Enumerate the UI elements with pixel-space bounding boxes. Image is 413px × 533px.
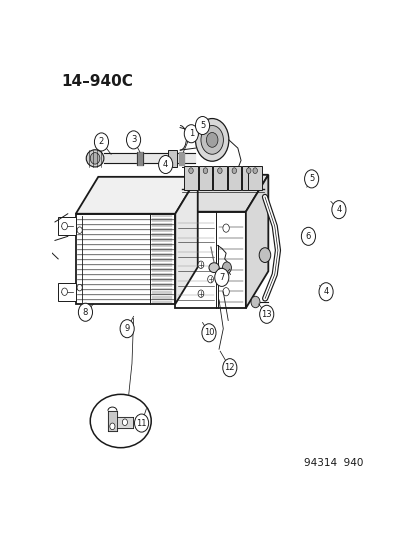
Circle shape [301, 227, 315, 245]
Text: 7: 7 [218, 273, 224, 282]
Text: 13: 13 [261, 310, 271, 319]
Polygon shape [76, 214, 175, 304]
Circle shape [222, 288, 229, 296]
Circle shape [62, 288, 67, 295]
Text: 4: 4 [335, 205, 341, 214]
Circle shape [77, 227, 82, 233]
Circle shape [304, 170, 318, 188]
Circle shape [318, 282, 332, 301]
Text: 11: 11 [136, 418, 147, 427]
Circle shape [331, 200, 345, 219]
Polygon shape [175, 175, 268, 212]
Circle shape [188, 168, 193, 174]
Circle shape [206, 133, 217, 147]
Text: 12: 12 [224, 363, 235, 372]
Ellipse shape [209, 263, 219, 272]
Text: 14–940C: 14–940C [61, 74, 133, 89]
Text: 5: 5 [199, 121, 205, 130]
Circle shape [120, 320, 134, 338]
FancyBboxPatch shape [198, 166, 212, 190]
Circle shape [217, 168, 222, 174]
Circle shape [222, 224, 229, 232]
Circle shape [195, 118, 228, 161]
Text: 6: 6 [305, 232, 310, 241]
FancyBboxPatch shape [248, 166, 261, 190]
FancyBboxPatch shape [167, 150, 176, 166]
Circle shape [78, 303, 92, 321]
Circle shape [246, 168, 250, 174]
Circle shape [203, 168, 207, 174]
FancyBboxPatch shape [242, 166, 255, 190]
Circle shape [214, 268, 228, 286]
Text: 8: 8 [83, 308, 88, 317]
Ellipse shape [86, 150, 104, 167]
Circle shape [94, 133, 108, 151]
Circle shape [222, 262, 231, 273]
FancyBboxPatch shape [184, 166, 197, 190]
Text: 4: 4 [323, 287, 328, 296]
Circle shape [259, 305, 273, 324]
Text: 10: 10 [203, 328, 214, 337]
Circle shape [197, 290, 203, 297]
Circle shape [77, 284, 82, 291]
FancyBboxPatch shape [58, 282, 76, 301]
Circle shape [222, 359, 236, 377]
Polygon shape [175, 212, 245, 308]
Polygon shape [245, 175, 268, 308]
Circle shape [197, 261, 203, 269]
Circle shape [252, 168, 257, 174]
Text: 1: 1 [188, 129, 193, 138]
Text: 5: 5 [308, 174, 313, 183]
Circle shape [62, 222, 67, 230]
Text: 2: 2 [99, 138, 104, 147]
Circle shape [259, 248, 270, 262]
Circle shape [122, 419, 127, 425]
Circle shape [207, 276, 213, 283]
Circle shape [202, 324, 216, 342]
FancyBboxPatch shape [213, 166, 226, 190]
Circle shape [232, 168, 236, 174]
FancyBboxPatch shape [58, 217, 76, 235]
Circle shape [250, 296, 259, 308]
Text: 4: 4 [163, 160, 168, 169]
Ellipse shape [90, 394, 151, 448]
Text: 3: 3 [131, 135, 136, 144]
Circle shape [109, 423, 115, 430]
Polygon shape [175, 177, 197, 304]
Text: 94314  940: 94314 940 [303, 458, 362, 468]
FancyBboxPatch shape [227, 166, 240, 190]
Polygon shape [76, 177, 197, 214]
Circle shape [126, 131, 140, 149]
Circle shape [200, 126, 223, 154]
Ellipse shape [90, 152, 100, 164]
Circle shape [134, 414, 148, 432]
Circle shape [184, 125, 198, 143]
Text: 9: 9 [124, 324, 129, 333]
Circle shape [195, 117, 209, 134]
Circle shape [158, 156, 172, 174]
